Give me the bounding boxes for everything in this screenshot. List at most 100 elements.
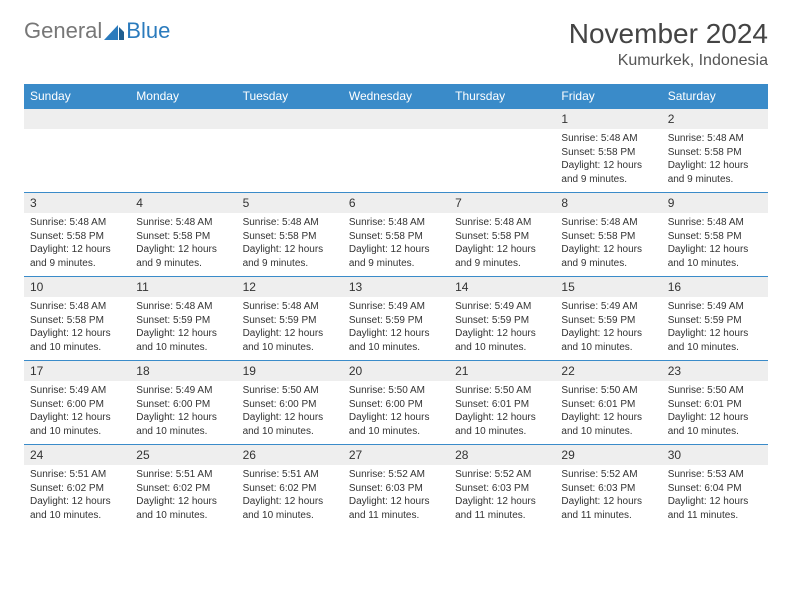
daylight-line: Daylight: 12 hours and 10 minutes.: [349, 411, 443, 438]
calendar-cell: 28Sunrise: 5:52 AMSunset: 6:03 PMDayligh…: [449, 445, 555, 529]
calendar-body: 1Sunrise: 5:48 AMSunset: 5:58 PMDaylight…: [24, 109, 768, 529]
day-number: [343, 109, 449, 129]
calendar-cell: [449, 109, 555, 193]
day-number: [449, 109, 555, 129]
dow-header: Friday: [555, 84, 661, 109]
sunset-line: Sunset: 6:00 PM: [243, 398, 337, 412]
daylight-line: Daylight: 12 hours and 10 minutes.: [561, 411, 655, 438]
sunrise-line: Sunrise: 5:49 AM: [136, 384, 230, 398]
daylight-line: Daylight: 12 hours and 10 minutes.: [243, 495, 337, 522]
day-number: [237, 109, 343, 129]
day-details: Sunrise: 5:48 AMSunset: 5:58 PMDaylight:…: [24, 297, 130, 360]
sunset-line: Sunset: 6:01 PM: [668, 398, 762, 412]
daylight-line: Daylight: 12 hours and 9 minutes.: [243, 243, 337, 270]
daylight-line: Daylight: 12 hours and 10 minutes.: [668, 327, 762, 354]
calendar-week: 24Sunrise: 5:51 AMSunset: 6:02 PMDayligh…: [24, 445, 768, 529]
daylight-line: Daylight: 12 hours and 10 minutes.: [668, 243, 762, 270]
day-number: 20: [343, 361, 449, 381]
day-details: Sunrise: 5:53 AMSunset: 6:04 PMDaylight:…: [662, 465, 768, 528]
calendar-cell: 21Sunrise: 5:50 AMSunset: 6:01 PMDayligh…: [449, 361, 555, 445]
sunrise-line: Sunrise: 5:48 AM: [668, 216, 762, 230]
day-number: 5: [237, 193, 343, 213]
daylight-line: Daylight: 12 hours and 10 minutes.: [455, 327, 549, 354]
calendar-week: 3Sunrise: 5:48 AMSunset: 5:58 PMDaylight…: [24, 193, 768, 277]
calendar-cell: 25Sunrise: 5:51 AMSunset: 6:02 PMDayligh…: [130, 445, 236, 529]
day-number: [130, 109, 236, 129]
day-number: 26: [237, 445, 343, 465]
day-details: Sunrise: 5:52 AMSunset: 6:03 PMDaylight:…: [449, 465, 555, 528]
sunset-line: Sunset: 5:58 PM: [561, 146, 655, 160]
daylight-line: Daylight: 12 hours and 9 minutes.: [455, 243, 549, 270]
day-number: 6: [343, 193, 449, 213]
calendar-week: 17Sunrise: 5:49 AMSunset: 6:00 PMDayligh…: [24, 361, 768, 445]
day-number: 16: [662, 277, 768, 297]
day-details: Sunrise: 5:49 AMSunset: 6:00 PMDaylight:…: [130, 381, 236, 444]
day-details: Sunrise: 5:50 AMSunset: 6:01 PMDaylight:…: [449, 381, 555, 444]
sunset-line: Sunset: 5:58 PM: [561, 230, 655, 244]
calendar-cell: 5Sunrise: 5:48 AMSunset: 5:58 PMDaylight…: [237, 193, 343, 277]
calendar-cell: 1Sunrise: 5:48 AMSunset: 5:58 PMDaylight…: [555, 109, 661, 193]
day-number: 2: [662, 109, 768, 129]
calendar-cell: 23Sunrise: 5:50 AMSunset: 6:01 PMDayligh…: [662, 361, 768, 445]
sunset-line: Sunset: 6:03 PM: [455, 482, 549, 496]
day-number: 13: [343, 277, 449, 297]
daylight-line: Daylight: 12 hours and 10 minutes.: [455, 411, 549, 438]
sunrise-line: Sunrise: 5:48 AM: [349, 216, 443, 230]
sunset-line: Sunset: 5:59 PM: [455, 314, 549, 328]
day-details: Sunrise: 5:52 AMSunset: 6:03 PMDaylight:…: [555, 465, 661, 528]
day-details: Sunrise: 5:49 AMSunset: 5:59 PMDaylight:…: [555, 297, 661, 360]
sunrise-line: Sunrise: 5:51 AM: [243, 468, 337, 482]
dow-header: Sunday: [24, 84, 130, 109]
daylight-line: Daylight: 12 hours and 11 minutes.: [668, 495, 762, 522]
day-details: Sunrise: 5:48 AMSunset: 5:58 PMDaylight:…: [662, 213, 768, 276]
daylight-line: Daylight: 12 hours and 9 minutes.: [30, 243, 124, 270]
day-details: Sunrise: 5:48 AMSunset: 5:58 PMDaylight:…: [449, 213, 555, 276]
day-number: [24, 109, 130, 129]
sunset-line: Sunset: 6:02 PM: [30, 482, 124, 496]
calendar-cell: 10Sunrise: 5:48 AMSunset: 5:58 PMDayligh…: [24, 277, 130, 361]
daylight-line: Daylight: 12 hours and 10 minutes.: [243, 327, 337, 354]
day-details: Sunrise: 5:52 AMSunset: 6:03 PMDaylight:…: [343, 465, 449, 528]
daylight-line: Daylight: 12 hours and 10 minutes.: [136, 495, 230, 522]
sunrise-line: Sunrise: 5:48 AM: [136, 216, 230, 230]
day-details: Sunrise: 5:50 AMSunset: 6:01 PMDaylight:…: [555, 381, 661, 444]
calendar-cell: 22Sunrise: 5:50 AMSunset: 6:01 PMDayligh…: [555, 361, 661, 445]
calendar-cell: 18Sunrise: 5:49 AMSunset: 6:00 PMDayligh…: [130, 361, 236, 445]
sunrise-line: Sunrise: 5:50 AM: [561, 384, 655, 398]
calendar-cell: [343, 109, 449, 193]
day-details: Sunrise: 5:49 AMSunset: 5:59 PMDaylight:…: [662, 297, 768, 360]
day-number: 1: [555, 109, 661, 129]
sunset-line: Sunset: 5:59 PM: [136, 314, 230, 328]
day-number: 21: [449, 361, 555, 381]
daylight-line: Daylight: 12 hours and 10 minutes.: [136, 411, 230, 438]
daylight-line: Daylight: 12 hours and 9 minutes.: [561, 159, 655, 186]
dow-header: Saturday: [662, 84, 768, 109]
day-number: 23: [662, 361, 768, 381]
day-number: 8: [555, 193, 661, 213]
day-details: Sunrise: 5:49 AMSunset: 5:59 PMDaylight:…: [449, 297, 555, 360]
calendar-cell: 20Sunrise: 5:50 AMSunset: 6:00 PMDayligh…: [343, 361, 449, 445]
sunset-line: Sunset: 6:01 PM: [561, 398, 655, 412]
calendar-cell: 16Sunrise: 5:49 AMSunset: 5:59 PMDayligh…: [662, 277, 768, 361]
calendar-week: 10Sunrise: 5:48 AMSunset: 5:58 PMDayligh…: [24, 277, 768, 361]
calendar-cell: 19Sunrise: 5:50 AMSunset: 6:00 PMDayligh…: [237, 361, 343, 445]
day-number: 9: [662, 193, 768, 213]
sunrise-line: Sunrise: 5:49 AM: [455, 300, 549, 314]
brand-part2: Blue: [126, 18, 170, 44]
day-number: 15: [555, 277, 661, 297]
day-number: 24: [24, 445, 130, 465]
day-number: 7: [449, 193, 555, 213]
sunset-line: Sunset: 5:58 PM: [243, 230, 337, 244]
sunrise-line: Sunrise: 5:52 AM: [455, 468, 549, 482]
day-number: 22: [555, 361, 661, 381]
sunrise-line: Sunrise: 5:49 AM: [561, 300, 655, 314]
sunset-line: Sunset: 6:03 PM: [561, 482, 655, 496]
sunset-line: Sunset: 5:58 PM: [668, 230, 762, 244]
day-details: Sunrise: 5:51 AMSunset: 6:02 PMDaylight:…: [24, 465, 130, 528]
sunset-line: Sunset: 6:01 PM: [455, 398, 549, 412]
brand-part1: General: [24, 18, 102, 44]
dow-header: Wednesday: [343, 84, 449, 109]
sunset-line: Sunset: 5:58 PM: [455, 230, 549, 244]
sunset-line: Sunset: 5:58 PM: [349, 230, 443, 244]
daylight-line: Daylight: 12 hours and 10 minutes.: [136, 327, 230, 354]
